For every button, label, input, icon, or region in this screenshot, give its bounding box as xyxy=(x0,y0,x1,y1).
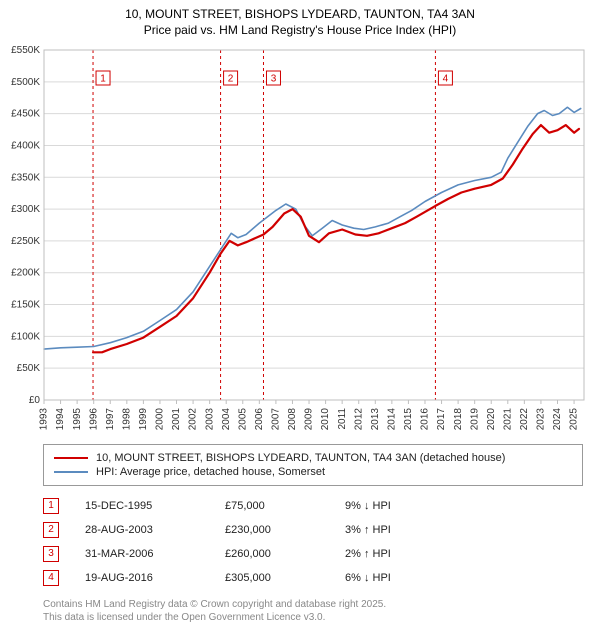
svg-text:2006: 2006 xyxy=(254,408,265,431)
event-delta: 6% ↓ HPI xyxy=(345,572,391,584)
svg-text:£400K: £400K xyxy=(11,141,40,152)
svg-text:2000: 2000 xyxy=(155,408,166,431)
svg-text:2017: 2017 xyxy=(436,408,447,431)
svg-text:1998: 1998 xyxy=(121,408,132,431)
svg-text:1997: 1997 xyxy=(105,408,116,431)
event-date: 28-AUG-2003 xyxy=(85,524,225,536)
svg-text:2014: 2014 xyxy=(386,408,397,431)
svg-text:£0: £0 xyxy=(29,395,41,406)
svg-text:2008: 2008 xyxy=(287,408,298,431)
event-price: £230,000 xyxy=(225,524,345,536)
event-marker: 4 xyxy=(43,570,59,586)
svg-text:2015: 2015 xyxy=(403,408,414,431)
svg-text:£200K: £200K xyxy=(11,268,40,279)
svg-text:2024: 2024 xyxy=(552,408,563,431)
svg-text:1993: 1993 xyxy=(39,408,50,431)
legend-row: HPI: Average price, detached house, Some… xyxy=(54,465,572,479)
svg-text:2020: 2020 xyxy=(486,408,497,431)
legend-swatch-hpi xyxy=(54,471,88,473)
chart-title-block: 10, MOUNT STREET, BISHOPS LYDEARD, TAUNT… xyxy=(8,6,592,38)
event-delta: 9% ↓ HPI xyxy=(345,500,391,512)
event-date: 19-AUG-2016 xyxy=(85,572,225,584)
svg-text:£350K: £350K xyxy=(11,173,40,184)
svg-text:£250K: £250K xyxy=(11,236,40,247)
svg-text:2007: 2007 xyxy=(271,408,282,431)
svg-text:2013: 2013 xyxy=(370,408,381,431)
svg-text:3: 3 xyxy=(271,74,277,85)
footer-line1: Contains HM Land Registry data © Crown c… xyxy=(43,598,592,611)
event-marker: 3 xyxy=(43,546,59,562)
svg-text:£300K: £300K xyxy=(11,204,40,215)
legend-swatch-price-paid xyxy=(54,457,88,459)
event-date: 31-MAR-2006 xyxy=(85,548,225,560)
svg-text:2012: 2012 xyxy=(353,408,364,431)
svg-text:1994: 1994 xyxy=(55,408,66,431)
chart-svg: £0 £50K £100K £150K £200K £250K £300K £350K £400… xyxy=(8,44,592,434)
svg-text:£450K: £450K xyxy=(11,109,40,120)
event-price: £305,000 xyxy=(225,572,345,584)
event-delta: 3% ↑ HPI xyxy=(345,524,391,536)
svg-text:£100K: £100K xyxy=(11,332,40,343)
svg-text:2002: 2002 xyxy=(188,408,199,431)
svg-text:1996: 1996 xyxy=(88,408,99,431)
page-container: 10, MOUNT STREET, BISHOPS LYDEARD, TAUNT… xyxy=(0,0,600,628)
svg-text:2005: 2005 xyxy=(237,408,248,431)
legend-label-price-paid: 10, MOUNT STREET, BISHOPS LYDEARD, TAUNT… xyxy=(96,452,505,464)
svg-text:£50K: £50K xyxy=(17,364,41,375)
event-delta: 2% ↑ HPI xyxy=(345,548,391,560)
svg-text:2016: 2016 xyxy=(420,408,431,431)
svg-text:2001: 2001 xyxy=(171,408,182,431)
svg-text:£550K: £550K xyxy=(11,45,40,56)
footer-attribution: Contains HM Land Registry data © Crown c… xyxy=(43,598,592,624)
svg-text:£150K: £150K xyxy=(11,300,40,311)
svg-text:1999: 1999 xyxy=(138,408,149,431)
event-date: 15-DEC-1995 xyxy=(85,500,225,512)
event-marker: 1 xyxy=(43,498,59,514)
event-price: £260,000 xyxy=(225,548,345,560)
svg-text:1995: 1995 xyxy=(72,408,83,431)
chart-title-line1: 10, MOUNT STREET, BISHOPS LYDEARD, TAUNT… xyxy=(8,6,592,22)
table-row: 1 15-DEC-1995 £75,000 9% ↓ HPI xyxy=(43,494,583,518)
event-marker: 2 xyxy=(43,522,59,538)
table-row: 4 19-AUG-2016 £305,000 6% ↓ HPI xyxy=(43,566,583,590)
svg-text:2011: 2011 xyxy=(337,408,348,430)
svg-text:2003: 2003 xyxy=(204,408,215,431)
table-row: 3 31-MAR-2006 £260,000 2% ↑ HPI xyxy=(43,542,583,566)
svg-text:2: 2 xyxy=(228,74,234,85)
legend-box: 10, MOUNT STREET, BISHOPS LYDEARD, TAUNT… xyxy=(43,444,583,486)
footer-line2: This data is licensed under the Open Gov… xyxy=(43,611,592,624)
events-table: 1 15-DEC-1995 £75,000 9% ↓ HPI 2 28-AUG-… xyxy=(43,494,583,590)
svg-text:2025: 2025 xyxy=(569,408,580,431)
svg-text:2021: 2021 xyxy=(502,408,513,431)
svg-text:2023: 2023 xyxy=(536,408,547,431)
svg-text:1: 1 xyxy=(100,74,106,85)
legend-label-hpi: HPI: Average price, detached house, Some… xyxy=(96,466,325,478)
svg-text:2004: 2004 xyxy=(221,408,232,431)
price-chart: £0 £50K £100K £150K £200K £250K £300K £350K £400… xyxy=(8,44,592,434)
svg-text:2019: 2019 xyxy=(469,408,480,431)
svg-text:4: 4 xyxy=(443,74,449,85)
table-row: 2 28-AUG-2003 £230,000 3% ↑ HPI xyxy=(43,518,583,542)
chart-title-line2: Price paid vs. HM Land Registry's House … xyxy=(8,22,592,38)
legend-row: 10, MOUNT STREET, BISHOPS LYDEARD, TAUNT… xyxy=(54,451,572,465)
svg-text:2009: 2009 xyxy=(304,408,315,431)
svg-text:2010: 2010 xyxy=(320,408,331,431)
svg-text:2022: 2022 xyxy=(519,408,530,431)
event-price: £75,000 xyxy=(225,500,345,512)
svg-text:£500K: £500K xyxy=(11,77,40,88)
svg-text:2018: 2018 xyxy=(453,408,464,431)
